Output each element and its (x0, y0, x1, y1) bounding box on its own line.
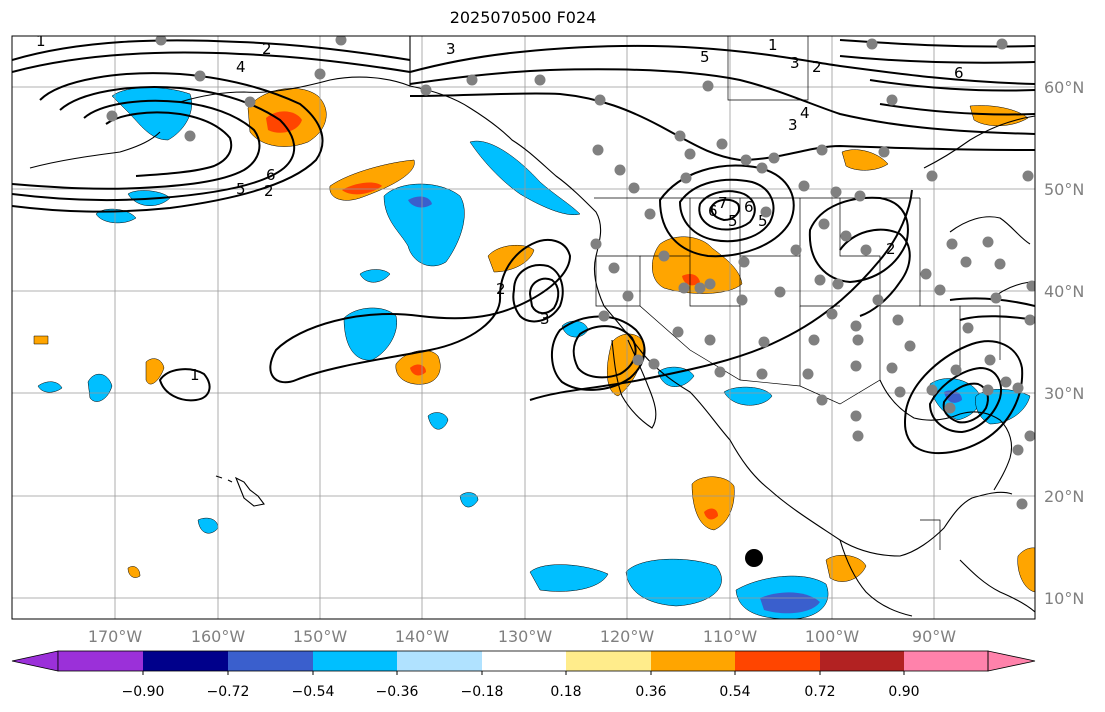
positive-anomaly-area (33, 335, 49, 345)
gridlines (12, 36, 1035, 619)
contour-label: 2 (264, 182, 274, 200)
colorbar-tick-label: 0.54 (719, 684, 750, 700)
negative-anomaly-area (343, 307, 398, 361)
negative-anomaly-core (944, 390, 962, 403)
colorbar-tick-label: −0.72 (207, 684, 250, 700)
map-frame (11, 35, 1036, 620)
positive-anomaly-area (487, 244, 535, 273)
lon-tick-label: 120°W (600, 627, 655, 646)
colorbar-segment (735, 651, 820, 671)
colorbar: −0.90 −0.72 −0.54 −0.36 −0.18 0.18 0.36 … (11, 650, 1036, 700)
contour-label: 4 (236, 58, 246, 76)
contour-label: 6 (744, 198, 754, 216)
map-title: 2025070500 F024 (449, 8, 597, 27)
positive-anomaly-area (145, 358, 165, 385)
contour-label: 7 (718, 194, 728, 212)
contour-label: 3 (446, 40, 456, 58)
colorbar-segment (313, 651, 397, 671)
negative-anomaly-area (87, 374, 113, 402)
contour-label: 3 (790, 54, 800, 72)
negative-anomaly-area (625, 558, 722, 607)
lon-tick-label: 130°W (498, 627, 553, 646)
colorbar-tick-label: 0.72 (804, 684, 835, 700)
colorbar-segment (651, 651, 735, 671)
negative-anomaly-area (657, 366, 695, 387)
lon-tick-label: 110°W (703, 627, 758, 646)
contour-label: 2 (262, 40, 272, 58)
negative-anomaly-area (427, 412, 449, 430)
contour-label: 2 (812, 58, 822, 76)
positive-anomaly-area (127, 566, 141, 578)
contour-label: 5 (728, 212, 738, 230)
lon-tick-label: 150°W (293, 627, 348, 646)
positive-anomaly-area (825, 554, 867, 582)
colorbar-segment (228, 651, 313, 671)
lat-tick-label: 60°N (1044, 78, 1084, 97)
contour-label: 2 (886, 240, 896, 258)
lat-tick-label: 50°N (1044, 180, 1084, 199)
lon-tick-label: 160°W (191, 627, 246, 646)
colorbar-tick-label: −0.18 (461, 684, 504, 700)
contour-label: 1 (768, 36, 778, 54)
colorbar-frame (57, 650, 989, 672)
colorbar-segment (143, 651, 228, 671)
positive-anomaly-area (841, 149, 889, 171)
shaded-fields (33, 87, 1035, 619)
negative-anomaly-core (408, 196, 432, 208)
colorbar-segment (904, 651, 988, 671)
positive-anomaly-core (682, 274, 700, 286)
latitude-tick-labels: 60°N 50°N 40°N 30°N 20°N 10°N (1044, 78, 1084, 608)
contour-label: 6 (954, 64, 964, 82)
contour-label: 3 (540, 310, 550, 328)
colorbar-segment (820, 651, 904, 671)
longitude-tick-labels: 170°W 160°W 150°W 140°W 130°W 120°W 110°… (88, 627, 956, 646)
colorbar-extend-high (987, 650, 1036, 672)
contour-label: 3 (788, 116, 798, 134)
contour-label: 6 (266, 166, 276, 184)
lat-tick-label: 20°N (1044, 487, 1084, 506)
contour-label: 5 (758, 212, 768, 230)
lon-tick-label: 170°W (88, 627, 143, 646)
contour-label: 5 (700, 48, 710, 66)
contour-label: 1 (190, 366, 200, 384)
negative-anomaly-area (723, 386, 773, 406)
map-panel: 1 2 3 4 5 6 2 5 6 1 2 3 3 4 5 6 7 6 5 2 … (12, 32, 1035, 619)
negative-anomaly-area (95, 208, 137, 224)
colorbar-tick-label: −0.90 (122, 684, 165, 700)
contour-label: 1 (36, 32, 46, 50)
target-location-marker (745, 549, 763, 567)
lat-tick-label: 10°N (1044, 589, 1084, 608)
contour-label: 6 (708, 202, 718, 220)
positive-anomaly-core (704, 508, 718, 520)
negative-anomaly-area (529, 564, 609, 592)
positive-anomaly-core (342, 182, 382, 195)
colorbar-segment (58, 651, 143, 671)
colorbar-tick-label: −0.54 (292, 684, 335, 700)
lat-tick-label: 30°N (1044, 384, 1084, 403)
contour-label: 4 (800, 104, 810, 122)
colorbar-extend-low (11, 650, 59, 672)
colorbar-tick-label: −0.36 (376, 684, 419, 700)
colorbar-segment (482, 651, 566, 671)
colorbar-tick-label: 0.90 (888, 684, 919, 700)
negative-anomaly-area (383, 183, 465, 267)
station-markers (106, 36, 1035, 510)
negative-anomaly-area (37, 381, 63, 393)
lon-tick-label: 90°W (912, 627, 956, 646)
negative-anomaly-area (359, 269, 391, 283)
colorbar-tick-label: 0.36 (635, 684, 666, 700)
lon-tick-label: 140°W (395, 627, 450, 646)
positive-anomaly-area (1017, 547, 1035, 593)
colorbar-segment (566, 651, 651, 671)
positive-anomaly-area (652, 236, 743, 294)
colorbar-segment (397, 651, 482, 671)
contour-label: 5 (236, 180, 246, 198)
lat-tick-label: 40°N (1044, 282, 1084, 301)
contour-labels: 1 2 3 4 5 6 2 5 6 1 2 3 3 4 5 6 7 6 5 2 … (36, 32, 964, 384)
contour-label: 2 (496, 280, 506, 298)
lon-tick-label: 100°W (805, 627, 860, 646)
colorbar-tick-label: 0.18 (550, 684, 581, 700)
